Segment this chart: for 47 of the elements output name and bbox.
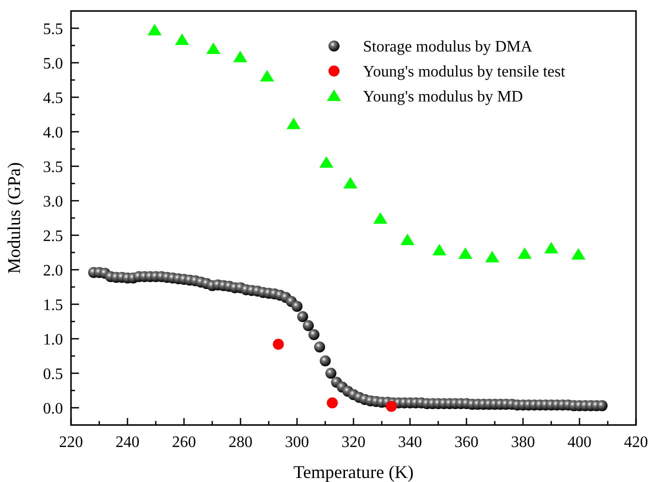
y-tick-label: 2.5 (43, 228, 63, 245)
point (432, 244, 446, 256)
x-tick-label: 260 (172, 434, 196, 451)
point (272, 338, 284, 350)
x-axis-title: Temperature (K) (293, 462, 414, 482)
point (571, 248, 586, 260)
y-tick-label: 3.0 (43, 193, 63, 210)
x-tick-label: 240 (116, 434, 140, 451)
x-tick-label: 420 (624, 434, 648, 451)
x-tick-label: 360 (454, 434, 478, 451)
point (458, 247, 472, 259)
x-tick-label: 280 (228, 434, 252, 451)
x-tick-label: 320 (342, 434, 366, 451)
y-tick-label: 0.5 (43, 366, 63, 383)
x-tick-label: 400 (568, 434, 592, 451)
point (386, 400, 397, 412)
point (518, 247, 532, 259)
point (206, 42, 220, 54)
point (485, 250, 500, 262)
y-tick-label: 2.0 (43, 262, 63, 280)
point (148, 24, 162, 36)
y-tick-label: 4.0 (43, 124, 63, 142)
y-tick-label: 1.0 (43, 331, 63, 348)
y-tick-label: 4.5 (43, 90, 63, 107)
point (286, 118, 301, 130)
x-tick-label: 220 (59, 434, 83, 451)
point (326, 397, 338, 408)
y-axis-title: Modulus (GPa) (4, 162, 24, 274)
point (319, 156, 334, 168)
point (343, 177, 358, 188)
y-tick-label: 5.5 (43, 20, 63, 38)
legend-label: Storage modulus by DMA (363, 38, 533, 56)
legend-label: Young's modulus by tensile test (363, 64, 566, 81)
point (233, 50, 248, 62)
point (400, 234, 414, 246)
y-tick-label: 5.0 (43, 55, 63, 72)
point (260, 70, 274, 82)
x-tick-label: 380 (511, 434, 535, 451)
legend-label: Young's modulus by MD (363, 88, 523, 106)
point (175, 33, 190, 45)
x-tick-label: 340 (398, 434, 422, 451)
point (544, 242, 558, 254)
y-tick-label: 1.5 (43, 296, 63, 314)
y-tick-label: 3.5 (43, 158, 63, 176)
x-tick-label: 300 (285, 434, 309, 451)
y-tick-label: 0.0 (43, 400, 63, 418)
point (373, 212, 388, 224)
